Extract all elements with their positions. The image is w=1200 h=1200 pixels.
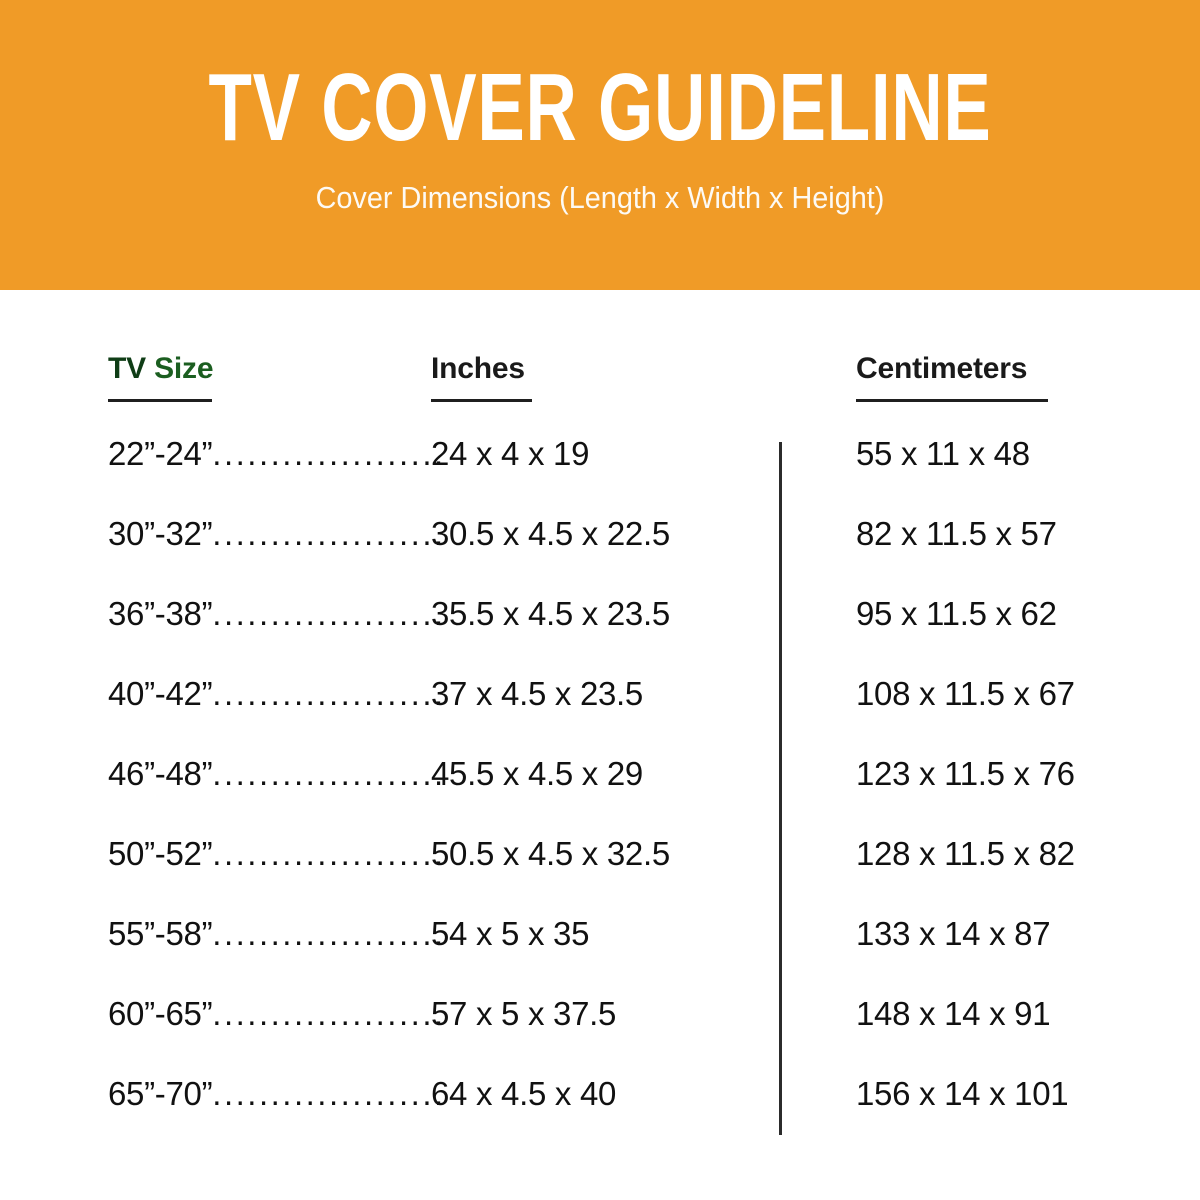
cell-tv-size: 36”-38”.................... bbox=[108, 592, 446, 636]
column-header-inches: Inches bbox=[431, 352, 532, 402]
cell-inches: 50.5 x 4.5 x 32.5 bbox=[431, 835, 670, 872]
leader-dots: .................... bbox=[212, 435, 446, 472]
cell-tv-size-value: 50”-52” bbox=[108, 835, 213, 872]
leader-dots: .................... bbox=[212, 755, 446, 792]
column-header-tv-size: TV Size bbox=[108, 352, 214, 402]
column-header-tv-size-lead: TV bbox=[108, 352, 146, 385]
cell-centimeters: 95 x 11.5 x 62 bbox=[856, 595, 1057, 632]
cell-tv-size-value: 60”-65” bbox=[108, 995, 213, 1032]
header-band: TV COVER GUIDELINE Cover Dimensions (Len… bbox=[0, 0, 1200, 290]
cell-inches: 35.5 x 4.5 x 23.5 bbox=[431, 595, 670, 632]
column-header-underline bbox=[431, 399, 532, 402]
cell-inches: 45.5 x 4.5 x 29 bbox=[431, 755, 643, 792]
cell-tv-size-value: 55”-58” bbox=[108, 915, 213, 952]
cell-inches: 30.5 x 4.5 x 22.5 bbox=[431, 515, 670, 552]
table-column-headers: TV Size Inches Centimeters bbox=[0, 290, 1200, 420]
page-title: TV COVER GUIDELINE bbox=[208, 54, 992, 161]
cell-inches: 37 x 4.5 x 23.5 bbox=[431, 675, 643, 712]
table-row: 46”-48”.................... 45.5 x 4.5 x … bbox=[0, 752, 1200, 832]
column-header-centimeters: Centimeters bbox=[856, 352, 1048, 402]
table-row: 50”-52”.................... 50.5 x 4.5 x … bbox=[0, 832, 1200, 912]
column-header-centimeters-label: Centimeters bbox=[856, 352, 1028, 385]
cell-tv-size-value: 40”-42” bbox=[108, 675, 213, 712]
column-header-tv-size-rest: Size bbox=[145, 352, 214, 385]
leader-dots: .................... bbox=[212, 915, 446, 952]
column-header-inches-label: Inches bbox=[431, 352, 525, 385]
cell-inches: 24 x 4 x 19 bbox=[431, 435, 590, 472]
cell-inches: 54 x 5 x 35 bbox=[431, 915, 590, 952]
table-row: 30”-32”.................... 30.5 x 4.5 x … bbox=[0, 512, 1200, 592]
page-subtitle: Cover Dimensions (Length x Width x Heigh… bbox=[315, 180, 885, 215]
cell-tv-size: 60”-65”.................... bbox=[108, 992, 446, 1036]
column-divider bbox=[779, 442, 782, 1135]
leader-dots: .................... bbox=[212, 515, 446, 552]
cell-inches: 57 x 5 x 37.5 bbox=[431, 995, 617, 1032]
cell-tv-size-value: 65”-70” bbox=[108, 1075, 213, 1112]
table-row: 55”-58”.................... 54 x 5 x 35 13… bbox=[0, 912, 1200, 992]
cell-tv-size: 46”-48”.................... bbox=[108, 752, 446, 796]
cell-centimeters: 148 x 14 x 91 bbox=[856, 995, 1051, 1032]
table-row: 40”-42”.................... 37 x 4.5 x 23… bbox=[0, 672, 1200, 752]
column-header-underline bbox=[856, 399, 1048, 402]
cell-centimeters: 123 x 11.5 x 76 bbox=[856, 755, 1075, 792]
table-row: 65”-70”.................... 64 x 4.5 x 40… bbox=[0, 1072, 1200, 1152]
cell-centimeters: 156 x 14 x 101 bbox=[856, 1075, 1069, 1112]
cell-centimeters: 82 x 11.5 x 57 bbox=[856, 515, 1057, 552]
cell-tv-size-value: 46”-48” bbox=[108, 755, 213, 792]
leader-dots: .................... bbox=[212, 995, 446, 1032]
leader-dots: .................... bbox=[212, 595, 446, 632]
cell-tv-size: 65”-70”.................... bbox=[108, 1072, 446, 1116]
size-chart-table: TV Size Inches Centimeters 22”-24”......… bbox=[0, 290, 1200, 1200]
cell-centimeters: 55 x 11 x 48 bbox=[856, 435, 1030, 472]
table-row: 22”-24”.................... 24 x 4 x 19 55… bbox=[0, 432, 1200, 512]
cell-centimeters: 108 x 11.5 x 67 bbox=[856, 675, 1075, 712]
cell-tv-size: 30”-32”.................... bbox=[108, 512, 446, 556]
table-row: 36”-38”.................... 35.5 x 4.5 x … bbox=[0, 592, 1200, 672]
cell-centimeters: 128 x 11.5 x 82 bbox=[856, 835, 1075, 872]
cell-tv-size: 50”-52”.................... bbox=[108, 832, 446, 876]
leader-dots: .................... bbox=[212, 675, 446, 712]
leader-dots: .................... bbox=[212, 1075, 446, 1112]
table-row: 60”-65”.................... 57 x 5 x 37.5… bbox=[0, 992, 1200, 1072]
cell-tv-size: 55”-58”.................... bbox=[108, 912, 446, 956]
cell-tv-size-value: 22”-24” bbox=[108, 435, 213, 472]
cell-tv-size-value: 30”-32” bbox=[108, 515, 213, 552]
leader-dots: .................... bbox=[212, 835, 446, 872]
cell-inches: 64 x 4.5 x 40 bbox=[431, 1075, 617, 1112]
cell-tv-size-value: 36”-38” bbox=[108, 595, 213, 632]
cell-tv-size: 40”-42”.................... bbox=[108, 672, 446, 716]
cell-tv-size: 22”-24”.................... bbox=[108, 432, 446, 476]
column-header-underline bbox=[108, 399, 212, 402]
cell-centimeters: 133 x 14 x 87 bbox=[856, 915, 1051, 952]
